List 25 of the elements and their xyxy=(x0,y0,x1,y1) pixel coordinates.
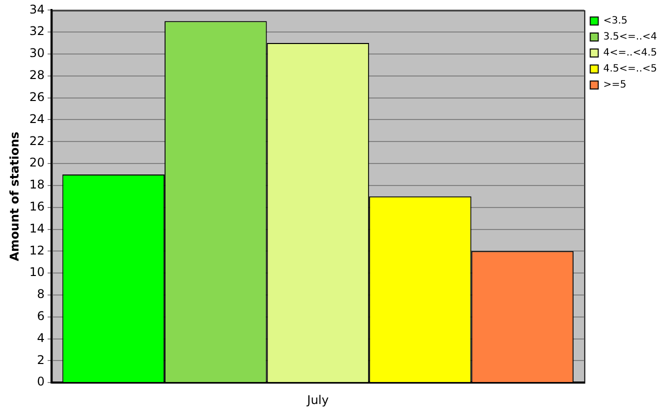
legend-label: 3.5<=..<4 xyxy=(603,32,658,43)
y-axis-title: Amount of stations xyxy=(7,132,22,262)
y-tick-label: 20 xyxy=(29,156,45,170)
y-tick-label: 0 xyxy=(37,374,45,389)
y-tick-label: 26 xyxy=(29,90,45,104)
y-tick-label: 14 xyxy=(29,221,45,236)
legend-label: 4<=..<4.5 xyxy=(603,48,658,59)
legend-label: <3.5 xyxy=(603,16,628,27)
y-tick-label: 22 xyxy=(29,134,45,148)
y-tick-label: 28 xyxy=(29,68,45,82)
y-tick-label: 34 xyxy=(29,2,45,16)
y-tick-label: 16 xyxy=(29,199,45,214)
y-tick-label: 8 xyxy=(37,287,45,302)
y-tick-label: 10 xyxy=(29,265,45,280)
legend-label: 4.5<=..<5 xyxy=(603,64,658,75)
y-tick-label: 12 xyxy=(29,243,45,258)
y-tick-label: 30 xyxy=(29,46,45,60)
y-tick-label: 2 xyxy=(37,352,45,367)
y-tick-label: 18 xyxy=(29,178,45,192)
x-tick-label: July xyxy=(306,392,329,407)
y-tick-label: 6 xyxy=(37,309,45,324)
y-tick-label: 24 xyxy=(29,112,45,126)
legend-label: >=5 xyxy=(603,80,626,91)
y-tick-label: 4 xyxy=(37,330,45,345)
y-tick-label: 32 xyxy=(29,24,45,38)
